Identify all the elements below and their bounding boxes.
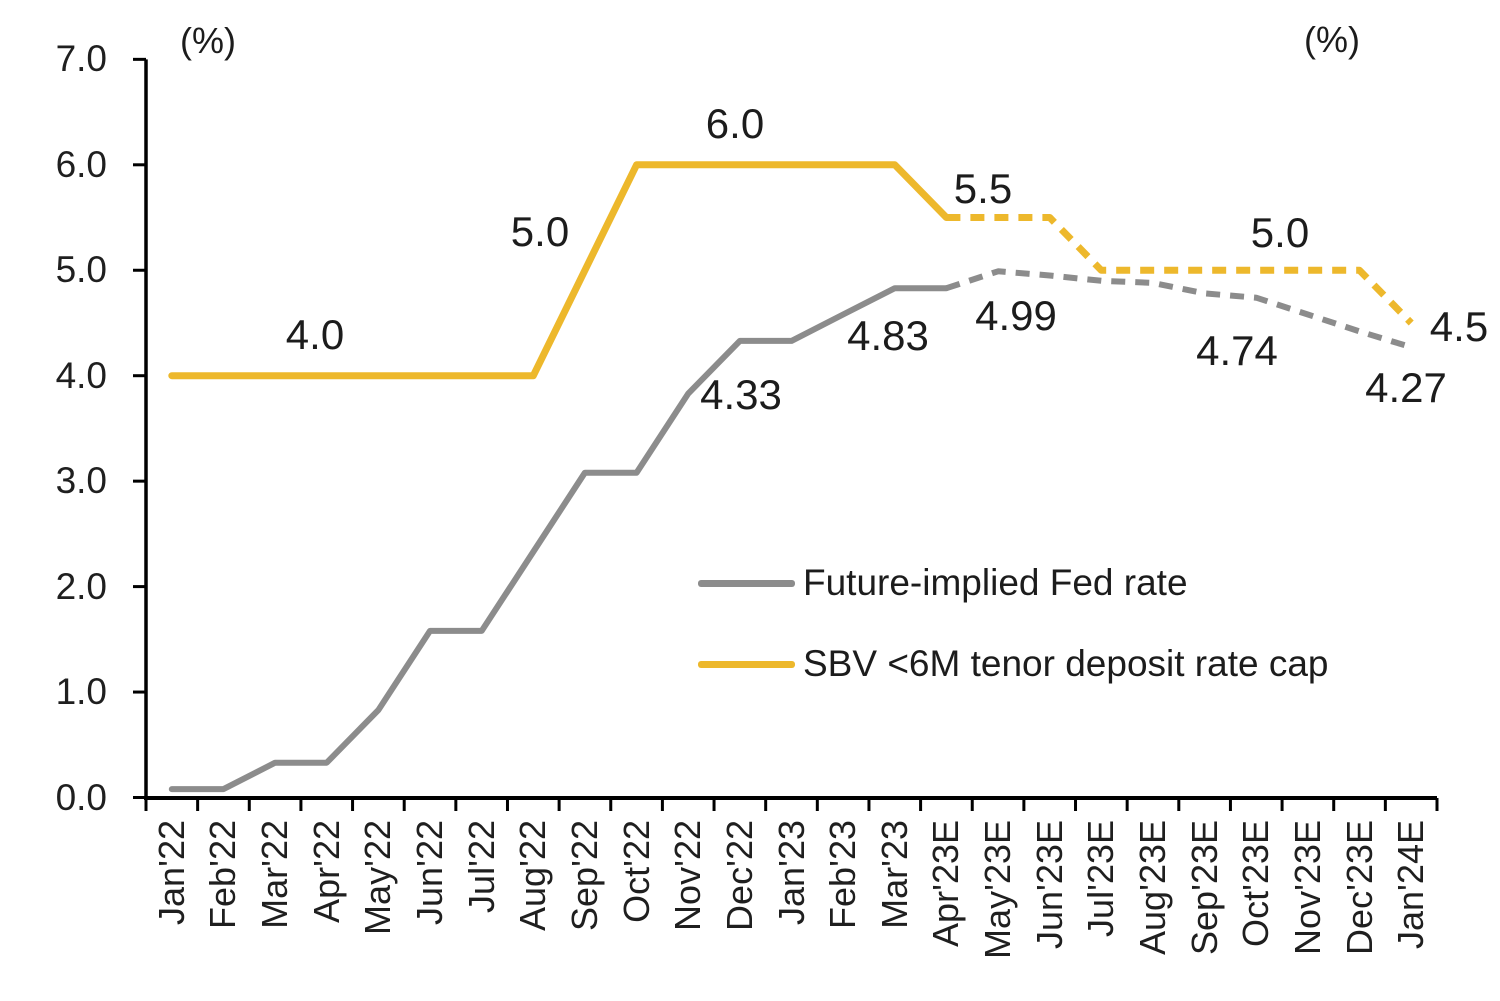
legend-item-fed-rate: Future-implied Fed rate <box>698 561 1329 605</box>
data-label-sbv-cap: 5.0 <box>510 208 570 255</box>
x-axis-label: Oct'23E <box>1235 820 1277 947</box>
x-axis-label: Aug'23E <box>1131 820 1173 955</box>
data-label-fed-rate: 4.27 <box>1365 364 1447 411</box>
x-axis-label: Dec'23E <box>1338 820 1380 955</box>
x-axis-label: Sep'22 <box>563 820 605 931</box>
fed-rate-legend-label: Future-implied Fed rate <box>803 562 1188 603</box>
y-axis-label: 6.0 <box>55 143 107 185</box>
x-axis-label: Jul'23E <box>1080 820 1122 937</box>
data-label-sbv-cap: 5.0 <box>1250 209 1310 256</box>
x-axis-label: Jun'22 <box>409 820 451 925</box>
x-axis-label: Mar'22 <box>254 820 296 929</box>
y-axis-label: 1.0 <box>55 671 107 713</box>
data-label-sbv-cap: 5.5 <box>953 165 1013 212</box>
y-axis-label: 2.0 <box>55 565 107 607</box>
sbv-cap-line-dashed <box>946 214 1414 326</box>
data-label-fed-rate: 4.74 <box>1196 327 1278 374</box>
y-axis-label: 3.0 <box>55 460 107 502</box>
x-axis-label: Jan'22 <box>150 820 192 925</box>
y-axis-label: 5.0 <box>55 249 107 291</box>
data-label-sbv-cap: 6.0 <box>705 100 765 147</box>
x-axis-label: Feb'22 <box>202 820 244 929</box>
data-label-fed-rate: 4.99 <box>975 292 1057 339</box>
fed-rate-legend-swatch <box>698 579 795 587</box>
x-axis-label: Apr'22 <box>305 820 347 923</box>
data-label-sbv-cap: 4.0 <box>285 311 345 358</box>
x-axis-label: Nov'22 <box>667 820 709 931</box>
x-axis-label: Oct'22 <box>615 820 657 923</box>
fed-rate-line-solid <box>168 285 950 793</box>
x-axis-label: Apr'23E <box>925 820 967 947</box>
x-axis-label: Jun'23E <box>1028 820 1070 949</box>
legend: Future-implied Fed rate SBV <6M tenor de… <box>698 561 1329 686</box>
x-axis-label: Mar'23 <box>873 820 915 929</box>
sbv-cap-legend-label: SBV <6M tenor deposit rate cap <box>803 643 1329 684</box>
legend-item-sbv-cap: SBV <6M tenor deposit rate cap <box>698 642 1329 686</box>
sbv-cap-line-solid <box>168 161 950 380</box>
x-axis-label: Nov'23E <box>1286 820 1328 955</box>
data-label-sbv-cap: 4.5 <box>1429 303 1489 350</box>
data-label-fed-rate: 4.83 <box>847 312 929 359</box>
x-axis-label: Jul'22 <box>460 820 502 913</box>
x-axis-label: Jan'24E <box>1390 820 1432 949</box>
x-axis-label: Dec'22 <box>718 820 760 931</box>
fed-rate-line-dashed <box>945 268 1413 351</box>
x-axis-label: May'23E <box>977 820 1019 959</box>
y-axis-label: 4.0 <box>55 354 107 396</box>
data-label-fed-rate: 4.33 <box>700 371 782 418</box>
x-axis-label: Jan'23 <box>770 820 812 925</box>
sbv-cap-legend-swatch <box>698 660 795 668</box>
y-axis-label: 7.0 <box>55 38 107 80</box>
y-axis-label: 0.0 <box>55 776 107 818</box>
x-axis-label: Aug'22 <box>512 820 554 931</box>
y-axis-unit-right: (%) <box>1304 19 1360 60</box>
x-axis-label: Sep'23E <box>1183 820 1225 955</box>
x-axis-label: May'22 <box>357 820 399 935</box>
y-axis-unit-left: (%) <box>180 20 236 61</box>
x-axis-label: Feb'23 <box>822 820 864 929</box>
